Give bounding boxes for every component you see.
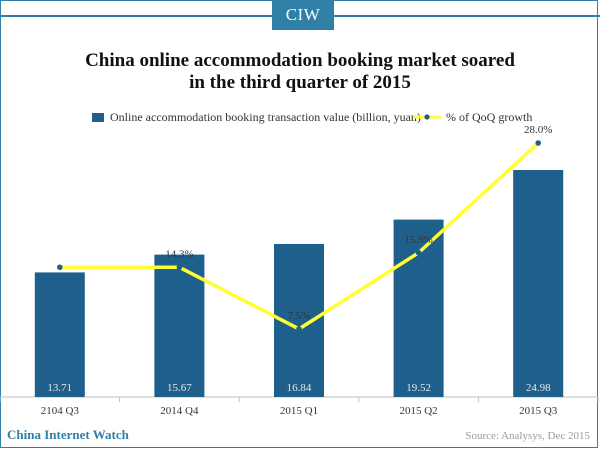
x-tick-label-2: 2014 Q4 [160, 405, 199, 417]
bar-value-label-3: 16.84 [287, 382, 312, 394]
chart-legend: Online accommodation booking transaction… [0, 110, 600, 126]
growth-point-5 [535, 140, 541, 146]
x-tick-label-5: 2015 Q3 [519, 405, 558, 417]
x-tick-label-4: 2015 Q2 [399, 405, 437, 417]
header-banner: CIW [0, 0, 600, 32]
bar-1 [34, 272, 85, 397]
chart-title-line-1: China online accommodation booking marke… [85, 50, 515, 71]
bar-value-label-4: 19.52 [406, 382, 431, 394]
growth-label-2: 14.3% [165, 248, 193, 260]
x-tick-label-1: 2104 Q3 [41, 405, 80, 417]
growth-label-5: 28.0% [524, 124, 552, 136]
legend-bar-swatch [92, 113, 104, 122]
growth-label-4: 15.9% [404, 234, 432, 246]
bar-value-label-1: 13.71 [47, 382, 72, 394]
chart-title: China online accommodation booking marke… [0, 50, 600, 94]
legend-bar-label: Online accommodation booking transaction… [110, 110, 421, 124]
footer-source: Source: Analysys, Dec 2015 [465, 430, 590, 442]
bar-value-label-2: 15.67 [167, 382, 192, 394]
growth-point-1 [57, 264, 63, 271]
growth-point-4 [415, 249, 422, 256]
bar-5 [513, 170, 564, 397]
bar-2 [154, 254, 205, 397]
bar-value-label-5: 24.98 [526, 382, 551, 394]
footer-brand: China Internet Watch [7, 427, 129, 442]
ciw-logo-badge: CIW [272, 0, 334, 30]
chart-title-line-2: in the third quarter of 2015 [189, 72, 411, 93]
x-tick-label-3: 2015 Q1 [280, 405, 318, 417]
growth-point-2 [176, 264, 183, 271]
legend-line-swatch [413, 114, 441, 120]
bar-4 [393, 219, 444, 397]
growth-point-3 [296, 326, 302, 332]
legend-line-label: % of QoQ growth [446, 110, 533, 124]
growth-label-3: 7.5% [288, 310, 311, 322]
